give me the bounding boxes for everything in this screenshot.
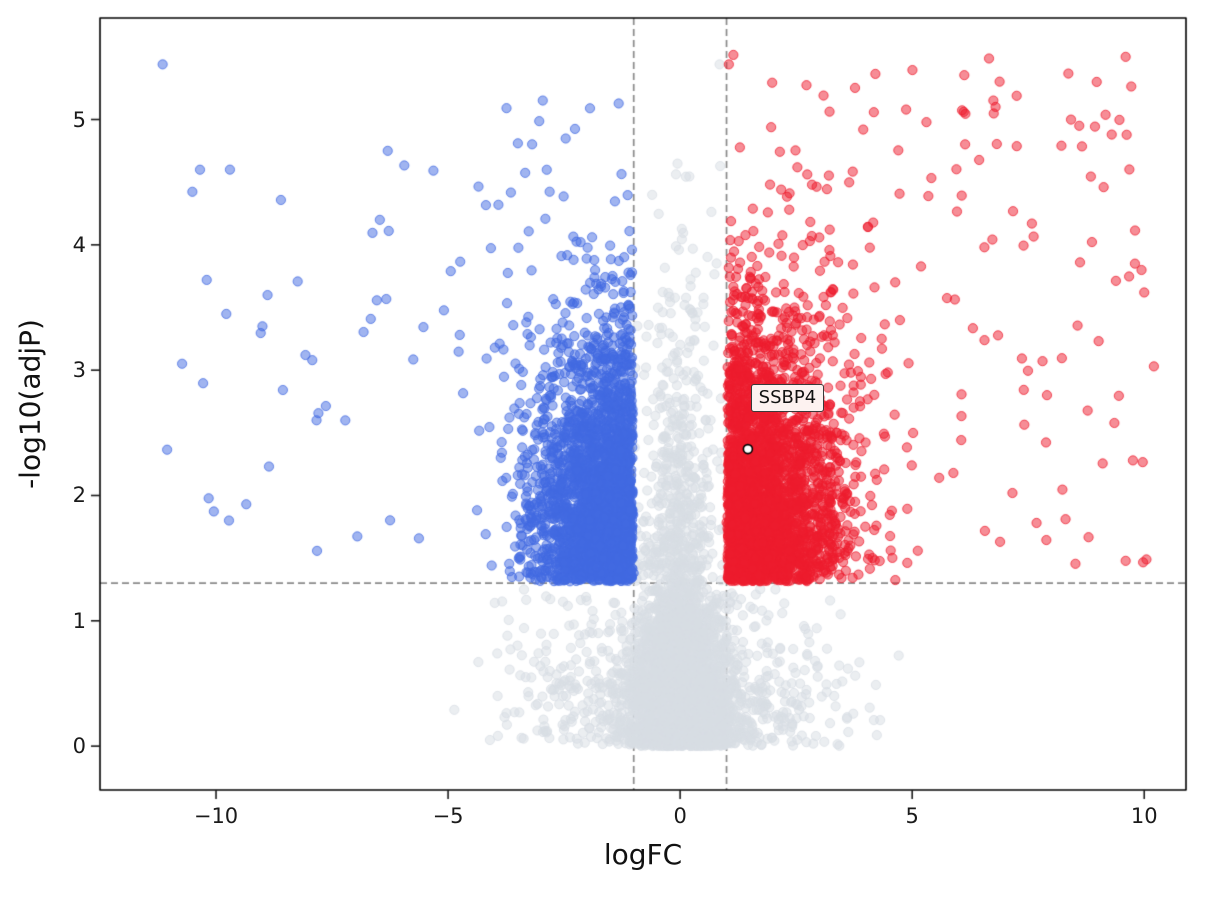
gene-annotation-label: SSBP4: [750, 383, 825, 413]
x-tick-label: −10: [193, 804, 239, 828]
x-tick-label: 10: [1130, 804, 1158, 828]
x-tick-label: 5: [905, 804, 919, 828]
x-tick-label: 0: [673, 804, 687, 828]
x-tick-label: −5: [432, 804, 464, 828]
y-axis-label: -log10(adjP): [13, 319, 47, 489]
y-tick-label: 5: [72, 107, 86, 132]
x-axis-label: logFC: [603, 838, 683, 871]
y-tick-label: 1: [72, 608, 86, 633]
y-tick-label: 3: [72, 358, 86, 383]
y-tick-label: 0: [72, 734, 86, 759]
y-tick-label: 2: [72, 483, 86, 508]
y-tick-label: 4: [72, 232, 86, 257]
